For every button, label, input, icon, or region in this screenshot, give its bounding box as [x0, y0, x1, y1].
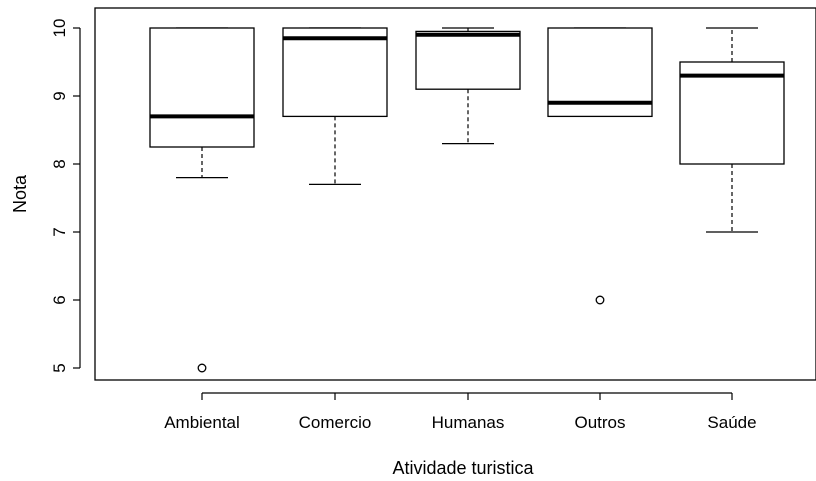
- x-tick-label: Saúde: [707, 413, 756, 432]
- box-iqr: [415, 30, 521, 90]
- y-axis-label: Nota: [10, 174, 30, 213]
- box-ambiental: [149, 27, 255, 373]
- y-tick-label: 7: [50, 227, 69, 236]
- x-axis: Ambiental Comercio Humanas Outros Saúde: [164, 392, 757, 432]
- y-axis: 5 6 7 8 9 10: [50, 19, 81, 373]
- y-tick-label: 10: [50, 19, 69, 38]
- x-tick-label: Ambiental: [164, 413, 240, 432]
- box-iqr: [149, 27, 255, 148]
- box-iqr: [282, 27, 388, 118]
- x-tick-label: Comercio: [299, 413, 372, 432]
- y-tick-label: 9: [50, 91, 69, 100]
- y-tick-label: 6: [50, 295, 69, 304]
- box-saúde: [679, 27, 785, 233]
- box-comercio: [282, 27, 388, 186]
- x-axis-label: Atividade turistica: [392, 458, 534, 478]
- plot-frame: [94, 7, 816, 381]
- y-tick-label: 5: [50, 363, 69, 372]
- outlier-point: [595, 295, 605, 305]
- box-humanas: [415, 27, 521, 145]
- x-tick-label: Humanas: [432, 413, 505, 432]
- x-tick-label: Outros: [574, 413, 625, 432]
- outlier-point: [197, 363, 207, 373]
- box-iqr: [679, 61, 785, 165]
- box-outros: [547, 27, 653, 305]
- chart-marks: [149, 27, 785, 373]
- y-tick-label: 8: [50, 159, 69, 168]
